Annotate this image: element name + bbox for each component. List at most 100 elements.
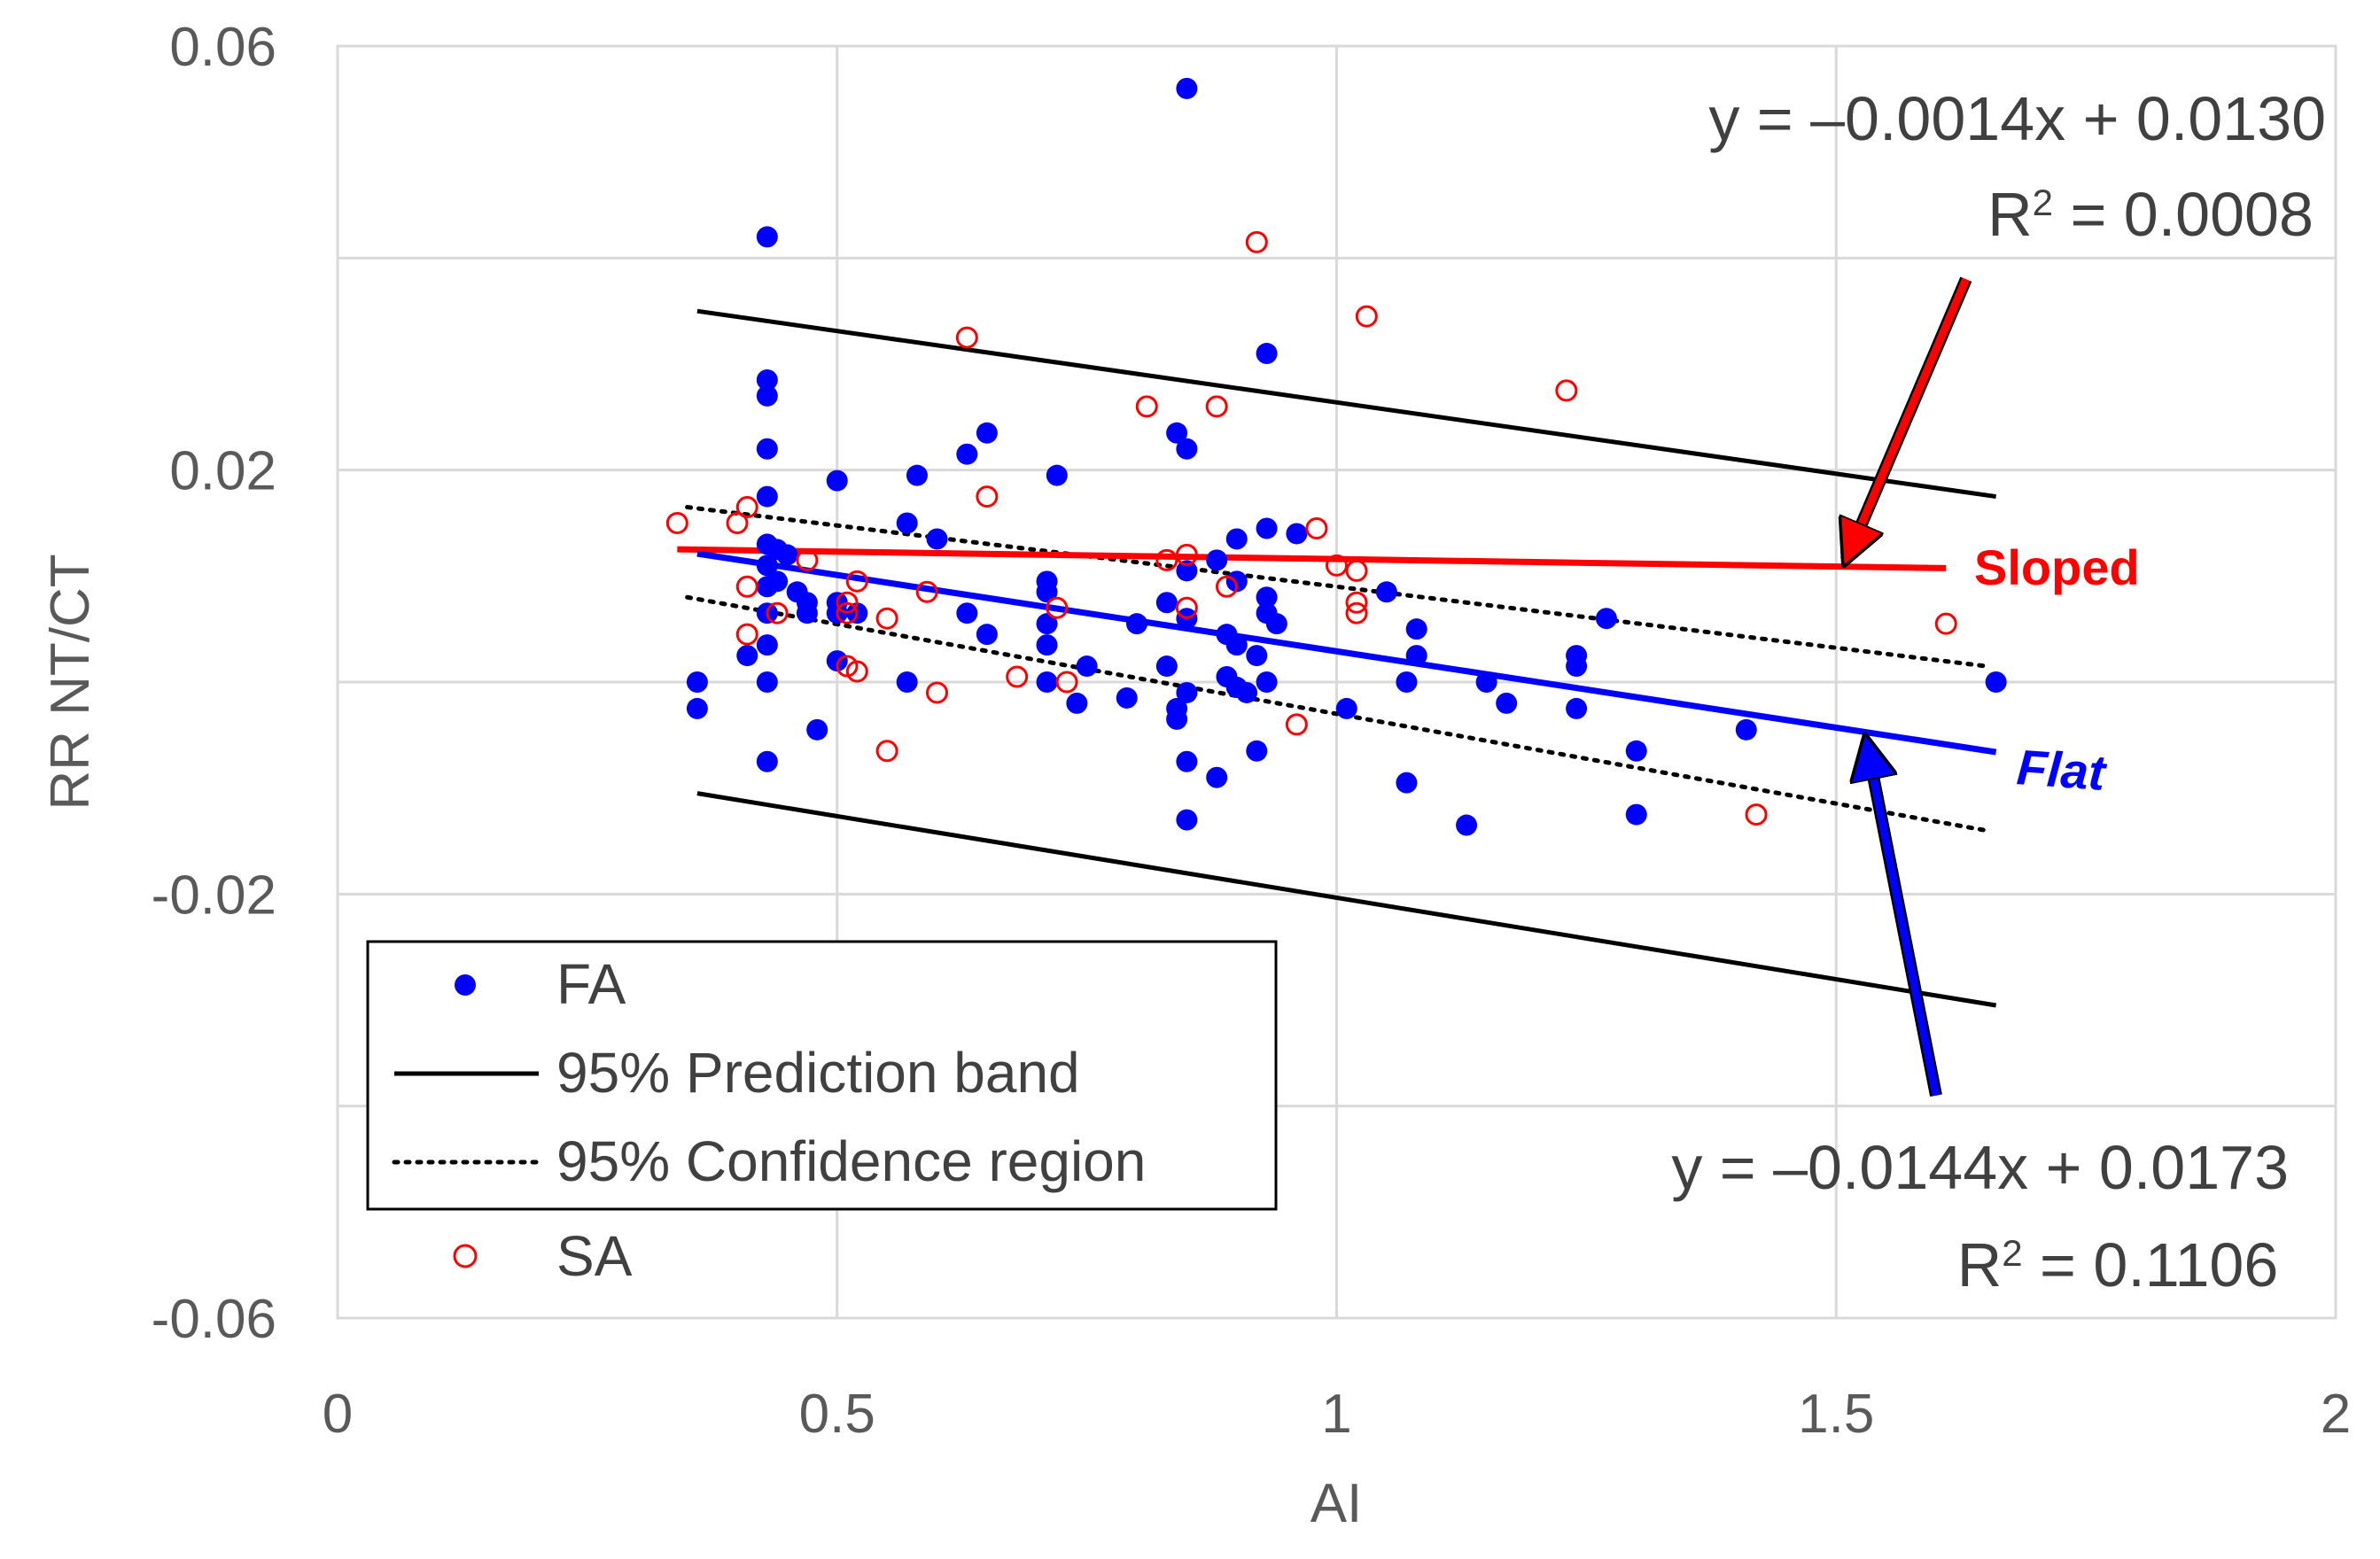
- fa-point: [1496, 692, 1518, 714]
- sa-point: [1345, 601, 1368, 624]
- annotation-arrows: [1847, 276, 1972, 1098]
- confidence-band-upper: [685, 505, 1988, 669]
- fa-point: [1236, 681, 1258, 703]
- fa-point: [756, 671, 778, 693]
- sloped-arrow: [1847, 277, 1970, 560]
- sa-point: [735, 623, 758, 646]
- flat-equation: y = –0.0144x + 0.0173: [1671, 1133, 2289, 1202]
- sa-point: [1345, 559, 1368, 582]
- sa-point: [926, 681, 948, 704]
- sa-point: [875, 740, 898, 763]
- fa-point: [1256, 586, 1278, 609]
- sa-point: [845, 570, 868, 593]
- tick-labels: 0 0.5 1 1.5 2 -0.06 -0.02 0.02 0.06: [152, 17, 2352, 1445]
- sa-point: [976, 485, 999, 508]
- sa-point: [1245, 230, 1268, 253]
- fa-point: [1405, 618, 1427, 640]
- sa-point: [1934, 612, 1957, 635]
- fa-point: [776, 544, 798, 566]
- sa-point: [766, 601, 789, 624]
- fa-point: [896, 512, 918, 534]
- sa-point: [1745, 803, 1768, 826]
- sa-point: [836, 591, 859, 614]
- fa-point: [1225, 570, 1248, 593]
- legend-sa-label: SA: [556, 1224, 633, 1288]
- fa-point: [1246, 645, 1268, 667]
- bands-layer: [685, 308, 1997, 1008]
- fa-point: [1335, 697, 1357, 719]
- sloped-r2: R2 = 0.0008: [1987, 180, 2314, 249]
- fa-point: [1475, 671, 1497, 693]
- sa-point: [796, 548, 819, 571]
- fa-point: [756, 384, 778, 407]
- fa-point: [1126, 613, 1147, 635]
- fa-point: [756, 438, 778, 460]
- fa-point: [736, 645, 758, 667]
- fa-point: [1155, 655, 1178, 678]
- fa-point: [1595, 608, 1617, 630]
- fa-point: [926, 528, 948, 550]
- y-tick-label: 0.06: [169, 17, 276, 78]
- sa-point: [1326, 554, 1348, 577]
- flat-label: Flat: [2015, 739, 2109, 801]
- fa-point: [1286, 523, 1308, 545]
- fa-point: [1256, 343, 1278, 365]
- sa-point: [1175, 543, 1198, 566]
- fa-point: [1566, 697, 1588, 719]
- sloped-label: Sloped: [1974, 539, 2140, 595]
- sloped-equation: y = –0.0014x + 0.0130: [1708, 84, 2326, 153]
- fa-points: [686, 77, 2007, 836]
- fa-point: [756, 485, 778, 508]
- fa-point: [756, 750, 778, 772]
- fa-point: [1176, 438, 1198, 460]
- legend-prediction-label: 95% Prediction band: [556, 1041, 1080, 1105]
- legend-fa-label: FA: [556, 952, 626, 1016]
- fa-point: [756, 634, 778, 656]
- sa-point: [1175, 596, 1198, 619]
- fa-point: [1176, 750, 1198, 772]
- fa-point: [1155, 592, 1178, 614]
- x-tick-label: 1: [1321, 1384, 1351, 1445]
- fa-point: [1625, 740, 1647, 762]
- fa-point: [1046, 464, 1068, 486]
- fa-point: [1036, 671, 1058, 693]
- fa-point: [956, 443, 978, 465]
- sa-point: [735, 496, 758, 519]
- fa-point: [1176, 560, 1198, 582]
- fa-point: [1246, 740, 1268, 762]
- fa-point: [1256, 671, 1278, 693]
- fit-lines-layer: [677, 546, 1997, 756]
- fa-point: [1176, 681, 1198, 703]
- fa-point: [1405, 645, 1427, 667]
- flat-r2: R2 = 0.1106: [1957, 1230, 2279, 1299]
- fa-point: [1396, 671, 1418, 693]
- sa-point: [1345, 591, 1368, 614]
- legend-confidence-label: 95% Confidence region: [556, 1129, 1146, 1193]
- sa-point: [1555, 379, 1578, 402]
- sa-point: [915, 580, 938, 603]
- sa-point: [1006, 665, 1029, 688]
- fa-point: [1176, 809, 1198, 831]
- sa-point: [1205, 395, 1228, 418]
- sa-point: [955, 326, 978, 349]
- fa-point: [1256, 517, 1278, 539]
- sa-points: [665, 230, 1957, 826]
- fa-point: [806, 718, 828, 741]
- fa-point: [756, 226, 778, 248]
- fa-point: [1456, 814, 1478, 836]
- fa-point: [1225, 634, 1248, 656]
- x-tick-label: 2: [2321, 1384, 2351, 1445]
- fa-point: [766, 570, 789, 593]
- fa-point: [1036, 634, 1058, 656]
- sa-point: [1215, 575, 1238, 598]
- fa-point: [896, 671, 918, 693]
- fa-point: [826, 650, 848, 672]
- sa-point: [875, 607, 898, 630]
- fa-point: [1116, 686, 1138, 709]
- fa-point: [1166, 422, 1188, 444]
- fa-point: [1066, 692, 1088, 714]
- y-axis-title: RR NT/CT: [40, 554, 101, 810]
- fa-point: [1265, 613, 1287, 635]
- fa-point: [1225, 528, 1248, 550]
